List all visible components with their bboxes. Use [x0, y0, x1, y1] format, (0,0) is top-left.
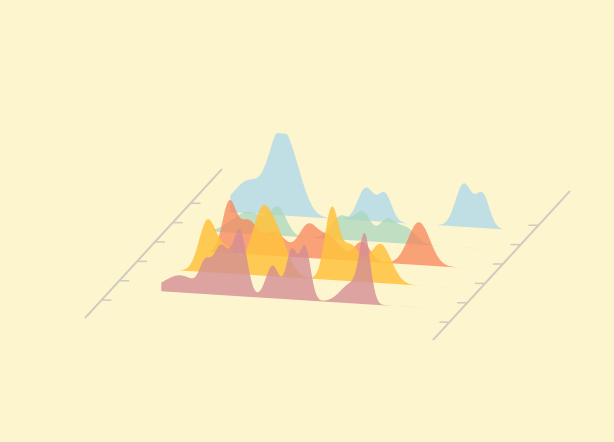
left-axis-line [84, 168, 223, 319]
ridge-area-1 [230, 133, 502, 230]
ridge-area-5 [161, 228, 433, 309]
right-axis-line [432, 190, 571, 341]
